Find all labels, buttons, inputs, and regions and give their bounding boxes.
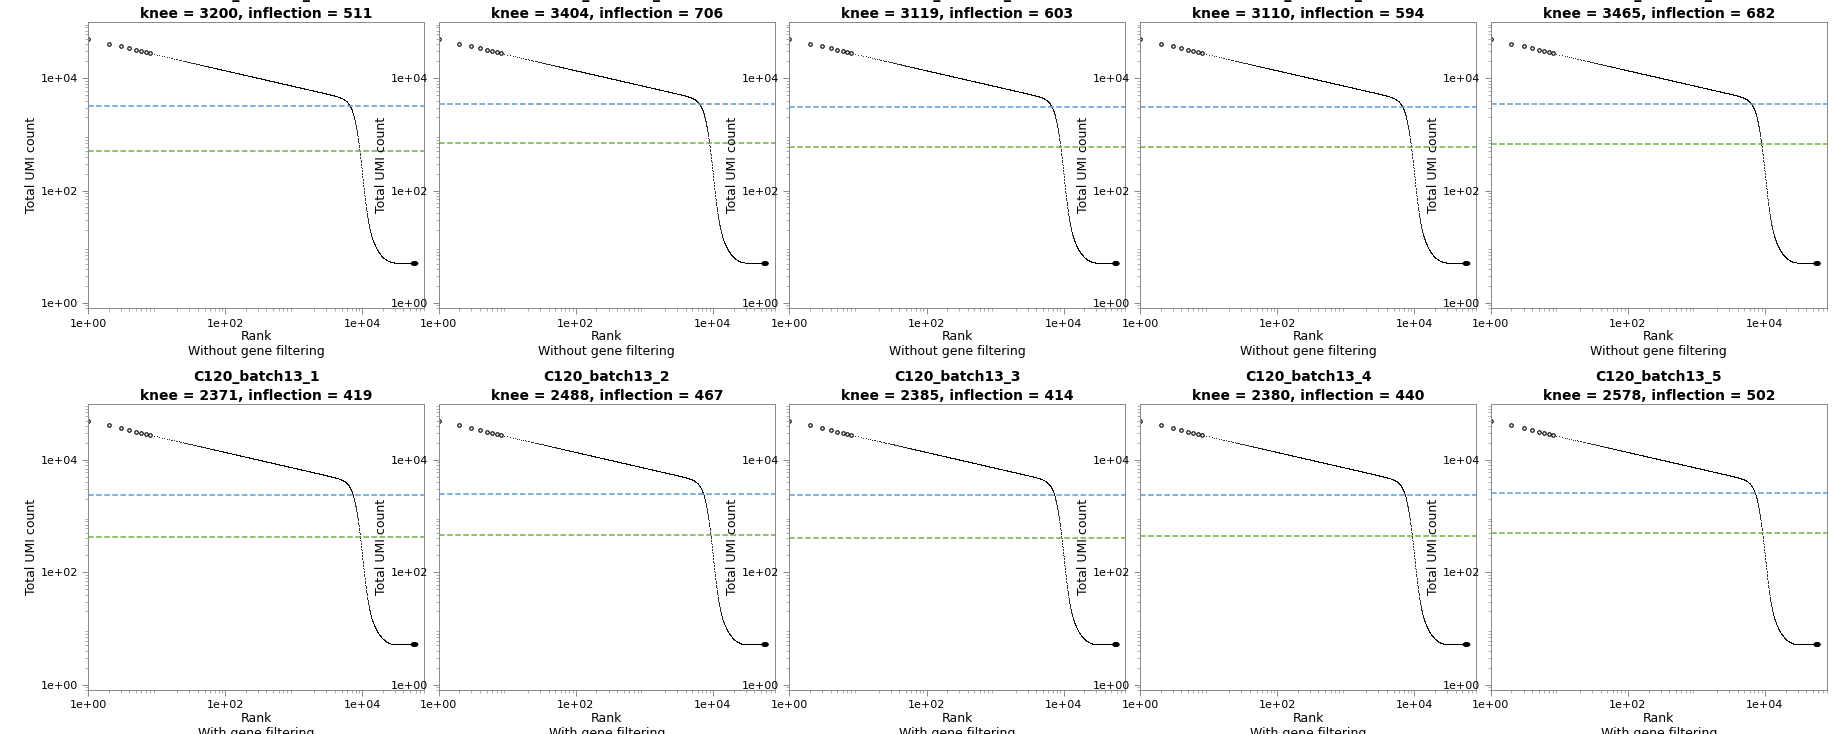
Y-axis label: Total UMI count: Total UMI count bbox=[375, 117, 387, 213]
Y-axis label: Total UMI count: Total UMI count bbox=[725, 117, 738, 213]
X-axis label: Rank
With gene filtering: Rank With gene filtering bbox=[1250, 712, 1366, 734]
Y-axis label: Total UMI count: Total UMI count bbox=[24, 499, 37, 595]
X-axis label: Rank
Without gene filtering: Rank Without gene filtering bbox=[187, 330, 325, 358]
Y-axis label: Total UMI count: Total UMI count bbox=[375, 499, 387, 595]
X-axis label: Rank
Without gene filtering: Rank Without gene filtering bbox=[1590, 330, 1728, 358]
Title: C120_batch13_4
knee = 3110, inflection = 594: C120_batch13_4 knee = 3110, inflection =… bbox=[1192, 0, 1425, 21]
Title: C120_batch13_3
knee = 2385, inflection = 414: C120_batch13_3 knee = 2385, inflection =… bbox=[841, 370, 1074, 402]
Title: C120_batch13_5
knee = 3465, inflection = 682: C120_batch13_5 knee = 3465, inflection =… bbox=[1542, 0, 1775, 21]
Y-axis label: Total UMI count: Total UMI count bbox=[1427, 117, 1439, 213]
Title: C120_batch13_1
knee = 2371, inflection = 419: C120_batch13_1 knee = 2371, inflection =… bbox=[140, 370, 373, 402]
X-axis label: Rank
With gene filtering: Rank With gene filtering bbox=[198, 712, 314, 734]
Y-axis label: Total UMI count: Total UMI count bbox=[1076, 117, 1089, 213]
Y-axis label: Total UMI count: Total UMI count bbox=[24, 117, 37, 213]
Y-axis label: Total UMI count: Total UMI count bbox=[725, 499, 738, 595]
Title: C120_batch13_1
knee = 3200, inflection = 511: C120_batch13_1 knee = 3200, inflection =… bbox=[140, 0, 373, 21]
X-axis label: Rank
With gene filtering: Rank With gene filtering bbox=[1601, 712, 1717, 734]
X-axis label: Rank
With gene filtering: Rank With gene filtering bbox=[900, 712, 1015, 734]
Title: C120_batch13_2
knee = 3404, inflection = 706: C120_batch13_2 knee = 3404, inflection =… bbox=[490, 0, 723, 21]
Y-axis label: Total UMI count: Total UMI count bbox=[1076, 499, 1089, 595]
Title: C120_batch13_5
knee = 2578, inflection = 502: C120_batch13_5 knee = 2578, inflection =… bbox=[1542, 370, 1775, 402]
X-axis label: Rank
Without gene filtering: Rank Without gene filtering bbox=[889, 330, 1026, 358]
X-axis label: Rank
Without gene filtering: Rank Without gene filtering bbox=[1239, 330, 1377, 358]
Title: C120_batch13_4
knee = 2380, inflection = 440: C120_batch13_4 knee = 2380, inflection =… bbox=[1192, 370, 1425, 402]
X-axis label: Rank
Without gene filtering: Rank Without gene filtering bbox=[538, 330, 676, 358]
Title: C120_batch13_2
knee = 2488, inflection = 467: C120_batch13_2 knee = 2488, inflection =… bbox=[490, 370, 723, 402]
Y-axis label: Total UMI count: Total UMI count bbox=[1427, 499, 1439, 595]
Title: C120_batch13_3
knee = 3119, inflection = 603: C120_batch13_3 knee = 3119, inflection =… bbox=[841, 0, 1074, 21]
X-axis label: Rank
With gene filtering: Rank With gene filtering bbox=[549, 712, 665, 734]
